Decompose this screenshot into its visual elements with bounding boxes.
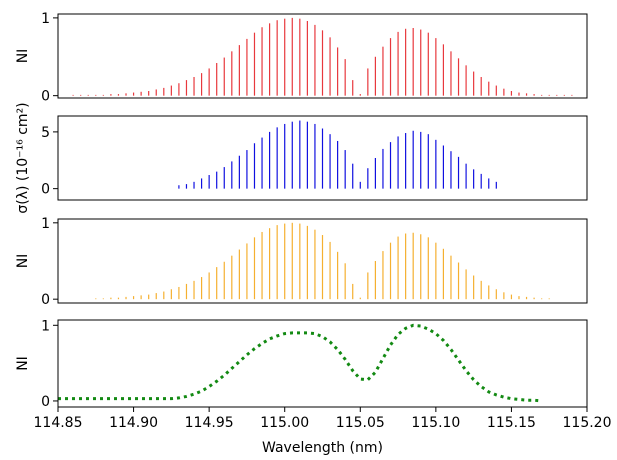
- x-tick-label: 114.95: [185, 415, 234, 431]
- y-tick-label: 1: [41, 11, 50, 27]
- plot-frame: [57, 13, 588, 99]
- y-axis-label: σ(λ) (10⁻¹⁶ cm²): [15, 102, 31, 213]
- y-axis-label: NI: [15, 49, 31, 64]
- y-tick-label: 5: [41, 125, 50, 141]
- y-tick-label: 0: [41, 182, 50, 198]
- plot-frame: [57, 115, 588, 201]
- x-tick-label: 115.05: [336, 415, 385, 431]
- y-tick-label: 0: [41, 89, 50, 105]
- x-tick-label: 114.85: [34, 415, 83, 431]
- x-tick-label: 114.90: [109, 415, 158, 431]
- plot-frame: [57, 218, 588, 304]
- y-tick-label: 1: [41, 318, 50, 334]
- x-tick-label: 115.20: [563, 415, 612, 431]
- y-tick-label: 1: [41, 216, 50, 232]
- x-tick-label: 115.10: [411, 415, 460, 431]
- y-tick-label: 0: [41, 292, 50, 308]
- line: [58, 323, 542, 403]
- y-axis-label: NI: [15, 254, 31, 269]
- y-axis-label: NI: [15, 356, 31, 371]
- y-tick-label: 0: [41, 394, 50, 410]
- plot-frame: [57, 319, 588, 408]
- x-axis-label: Wavelength (nm): [262, 440, 383, 456]
- x-tick-label: 115.15: [487, 415, 536, 431]
- x-tick-label: 115.00: [260, 415, 309, 431]
